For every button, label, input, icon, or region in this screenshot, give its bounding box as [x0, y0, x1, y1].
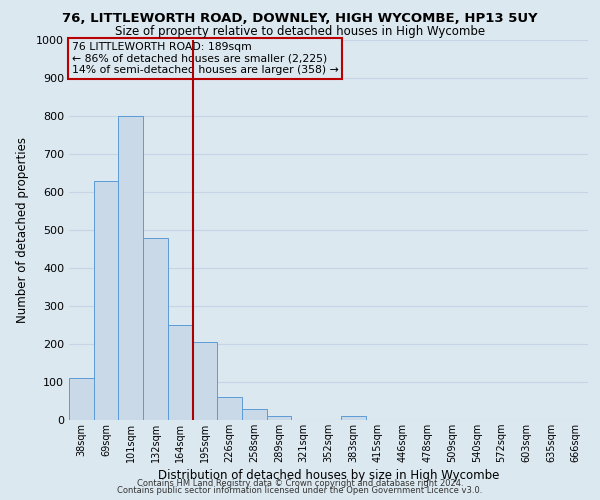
Text: 76 LITTLEWORTH ROAD: 189sqm
← 86% of detached houses are smaller (2,225)
14% of : 76 LITTLEWORTH ROAD: 189sqm ← 86% of det… — [71, 42, 338, 75]
Bar — [341, 416, 365, 420]
Y-axis label: Number of detached properties: Number of detached properties — [16, 137, 29, 323]
Bar — [94, 180, 118, 420]
Bar — [143, 238, 168, 420]
Bar — [168, 325, 193, 420]
Bar — [193, 342, 217, 420]
Bar — [217, 397, 242, 420]
Text: Contains public sector information licensed under the Open Government Licence v3: Contains public sector information licen… — [118, 486, 482, 495]
Bar — [242, 410, 267, 420]
Bar — [69, 378, 94, 420]
Bar — [118, 116, 143, 420]
Text: Contains HM Land Registry data © Crown copyright and database right 2024.: Contains HM Land Registry data © Crown c… — [137, 478, 463, 488]
Text: 76, LITTLEWORTH ROAD, DOWNLEY, HIGH WYCOMBE, HP13 5UY: 76, LITTLEWORTH ROAD, DOWNLEY, HIGH WYCO… — [62, 12, 538, 26]
Bar — [267, 416, 292, 420]
X-axis label: Distribution of detached houses by size in High Wycombe: Distribution of detached houses by size … — [158, 469, 499, 482]
Text: Size of property relative to detached houses in High Wycombe: Size of property relative to detached ho… — [115, 25, 485, 38]
